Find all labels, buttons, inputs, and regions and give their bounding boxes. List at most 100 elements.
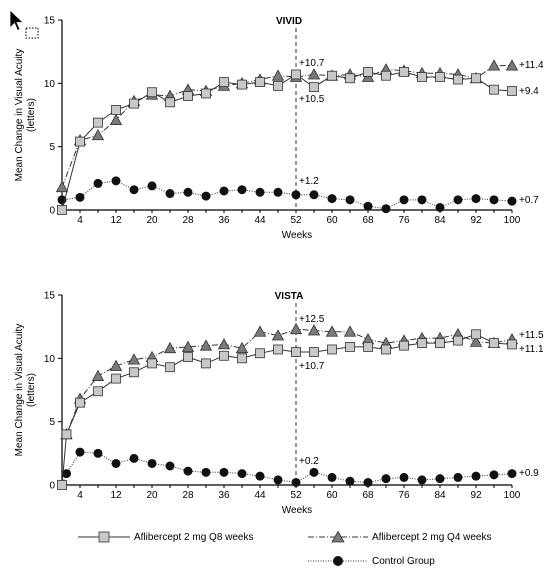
data-point-q8 (219, 350, 229, 361)
data-point-control (201, 467, 211, 477)
data-point-q8 (363, 67, 373, 77)
data-point-q8 (111, 105, 121, 115)
data-point-control (345, 195, 355, 205)
data-point-control (201, 191, 211, 201)
data-point-q8 (255, 77, 265, 87)
data-point-q8 (183, 352, 193, 362)
chart-vista: 0 5 10 15 4 12 20 28 36 44 52 60 68 76 84 92 100 Weeks Mea… (14, 291, 544, 517)
data-point-q8 (381, 70, 391, 81)
data-point-control (75, 192, 85, 202)
data-point-q8 (291, 347, 301, 357)
data-point-q4 (289, 322, 303, 335)
data-point-control (507, 469, 517, 479)
series-q8 (57, 329, 517, 490)
data-point-control (327, 194, 337, 204)
legend: Aflibercept 2 mg Q8 weeks Aflibercept 2 … (0, 528, 560, 579)
data-point-control (273, 475, 283, 485)
mouse-pointer-icon (9, 9, 39, 39)
data-point-q8 (61, 429, 72, 440)
data-point-control (147, 181, 157, 191)
y-tick-label: 5 (49, 417, 55, 428)
x-tick-label: 76 (398, 215, 410, 226)
x-tick-label: 12 (110, 490, 122, 501)
data-point-q8 (129, 98, 139, 109)
data-point-q8 (471, 73, 481, 84)
data-point-control (165, 189, 175, 199)
data-point-q4 (505, 59, 519, 71)
data-point-control (183, 187, 193, 197)
data-label: +9.4 (519, 86, 539, 97)
data-label: +12.5 (299, 314, 325, 325)
data-point-q8 (417, 338, 427, 349)
x-tick-label: 100 (504, 215, 521, 226)
y-tick-label: 0 (49, 206, 55, 217)
data-point-q8 (489, 84, 499, 95)
data-point-control (219, 467, 229, 477)
y-axis-title-line: (letters) (26, 373, 37, 407)
data-point-control (363, 201, 373, 211)
data-point-control (291, 190, 301, 200)
data-point-q8 (255, 348, 265, 359)
data-point-q8 (435, 338, 445, 349)
data-point-control (273, 187, 283, 197)
data-point-control (129, 185, 139, 195)
data-point-q8 (417, 72, 427, 82)
data-point-control (381, 204, 391, 214)
x-tick-label: 68 (362, 215, 374, 226)
data-point-q4 (343, 325, 357, 337)
y-axis-title-line: (letters) (26, 98, 37, 132)
x-tick-label: 52 (290, 215, 302, 226)
data-point-q8 (273, 344, 283, 355)
data-point-q4 (271, 69, 285, 81)
x-axis-title: Weeks (282, 230, 312, 241)
data-point-q4 (253, 325, 267, 337)
data-point-q8 (327, 70, 337, 81)
data-point-control (471, 471, 481, 481)
chart-vivid: 0 5 10 15 4 12 20 28 36 44 52 60 68 76 84 92 100 Weeks Mea… (14, 16, 544, 242)
series-q8 (57, 67, 517, 215)
data-label: +0.9 (519, 468, 539, 479)
data-point-q8 (183, 91, 193, 101)
data-point-control (111, 458, 121, 468)
x-tick-label: 60 (326, 490, 338, 501)
series-line-q8 (61, 333, 513, 486)
data-label: +10.7 (299, 361, 325, 372)
data-point-q8 (147, 87, 157, 98)
data-point-q8 (111, 373, 121, 384)
data-point-q8 (345, 73, 355, 84)
x-axis-title: Weeks (282, 505, 312, 516)
data-point-control (471, 194, 481, 204)
series-control (57, 447, 517, 490)
legend-swatch-q8 (78, 531, 130, 543)
data-point-q8 (489, 338, 499, 349)
x-tick-label: 100 (504, 490, 521, 501)
data-point-q4 (325, 325, 339, 337)
x-tick-label: 36 (218, 490, 230, 501)
series-line-control (61, 451, 513, 486)
data-point-control (435, 474, 445, 484)
data-label: +0.7 (519, 195, 539, 206)
data-point-q4 (91, 369, 105, 381)
data-point-control (93, 178, 103, 188)
data-point-control (309, 467, 319, 477)
data-point-control (255, 471, 265, 481)
x-tick-label: 20 (146, 215, 158, 226)
data-point-q8 (57, 205, 67, 215)
series-line-q4 (66, 328, 513, 435)
data-point-q4 (55, 180, 69, 193)
data-point-control (489, 195, 499, 205)
data-point-q8 (201, 358, 211, 369)
legend-swatch-control (308, 556, 368, 566)
data-point-q4 (235, 341, 249, 354)
data-point-q4 (199, 339, 213, 351)
legend-label-q8: Aflibercept 2 mg Q8 weeks (134, 531, 254, 543)
data-point-q4 (109, 113, 123, 125)
data-point-q8 (273, 80, 283, 91)
data-point-q8 (219, 77, 229, 87)
data-point-control (453, 195, 463, 205)
data-point-q8 (93, 386, 103, 397)
data-label: +0.2 (299, 456, 319, 467)
x-tick-label: 68 (362, 490, 374, 501)
x-tick-label: 84 (434, 490, 446, 501)
